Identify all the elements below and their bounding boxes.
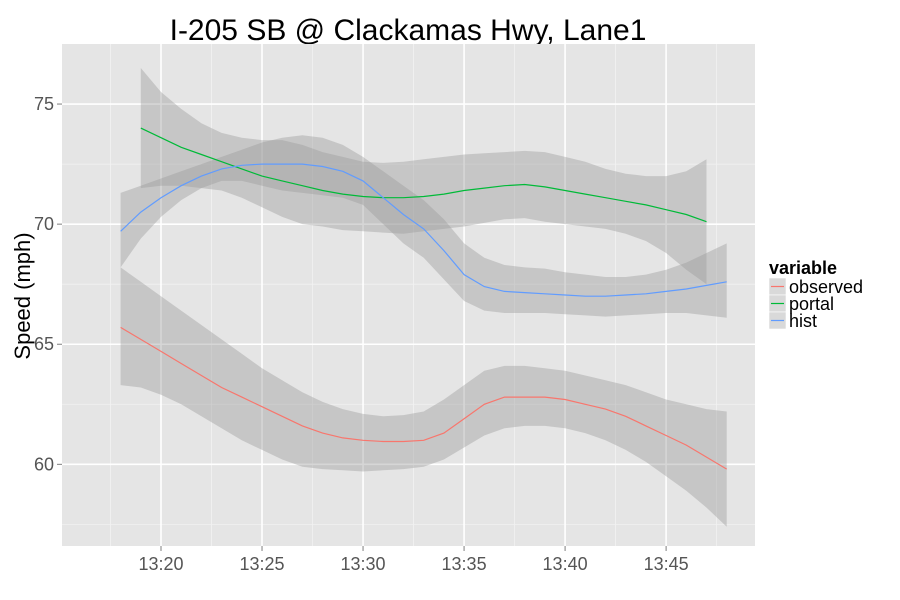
grid-lines	[62, 44, 755, 546]
chart-title: I-205 SB @ Clackamas Hwy, Lane1	[170, 14, 647, 47]
series-lines	[120, 127, 728, 470]
x-tick-label: 13:45	[644, 554, 689, 574]
series-line-observed	[120, 326, 728, 470]
legend-item-observed: observed	[768, 277, 863, 297]
y-tick-label: 75	[34, 94, 54, 114]
confidence-band-hist	[120, 135, 727, 318]
x-tick-label: 13:35	[442, 554, 487, 574]
y-tick-label: 60	[34, 454, 54, 474]
x-tick-label: 13:25	[239, 554, 284, 574]
confidence-band-portal	[140, 68, 707, 285]
x-tick-label: 13:30	[341, 554, 386, 574]
legend-label: portal	[789, 294, 834, 314]
y-tick-label: 70	[34, 214, 54, 234]
legend-item-portal: portal	[768, 294, 834, 314]
x-tick-label: 13:20	[138, 554, 183, 574]
legend-label: hist	[789, 311, 817, 331]
y-axis-ticks: 60 65 70 75	[34, 94, 62, 474]
x-axis-ticks: 13:20 13:25 13:30 13:35 13:40 13:45	[138, 546, 689, 574]
y-axis-title: Speed (mph)	[10, 232, 35, 359]
plot-panel	[62, 44, 755, 546]
y-tick-label: 65	[34, 334, 54, 354]
legend-label: observed	[789, 277, 863, 297]
series-line-hist	[120, 163, 727, 297]
x-tick-label: 13:40	[543, 554, 588, 574]
legend-title: variable	[769, 258, 837, 278]
legend-item-hist: hist	[768, 311, 817, 331]
